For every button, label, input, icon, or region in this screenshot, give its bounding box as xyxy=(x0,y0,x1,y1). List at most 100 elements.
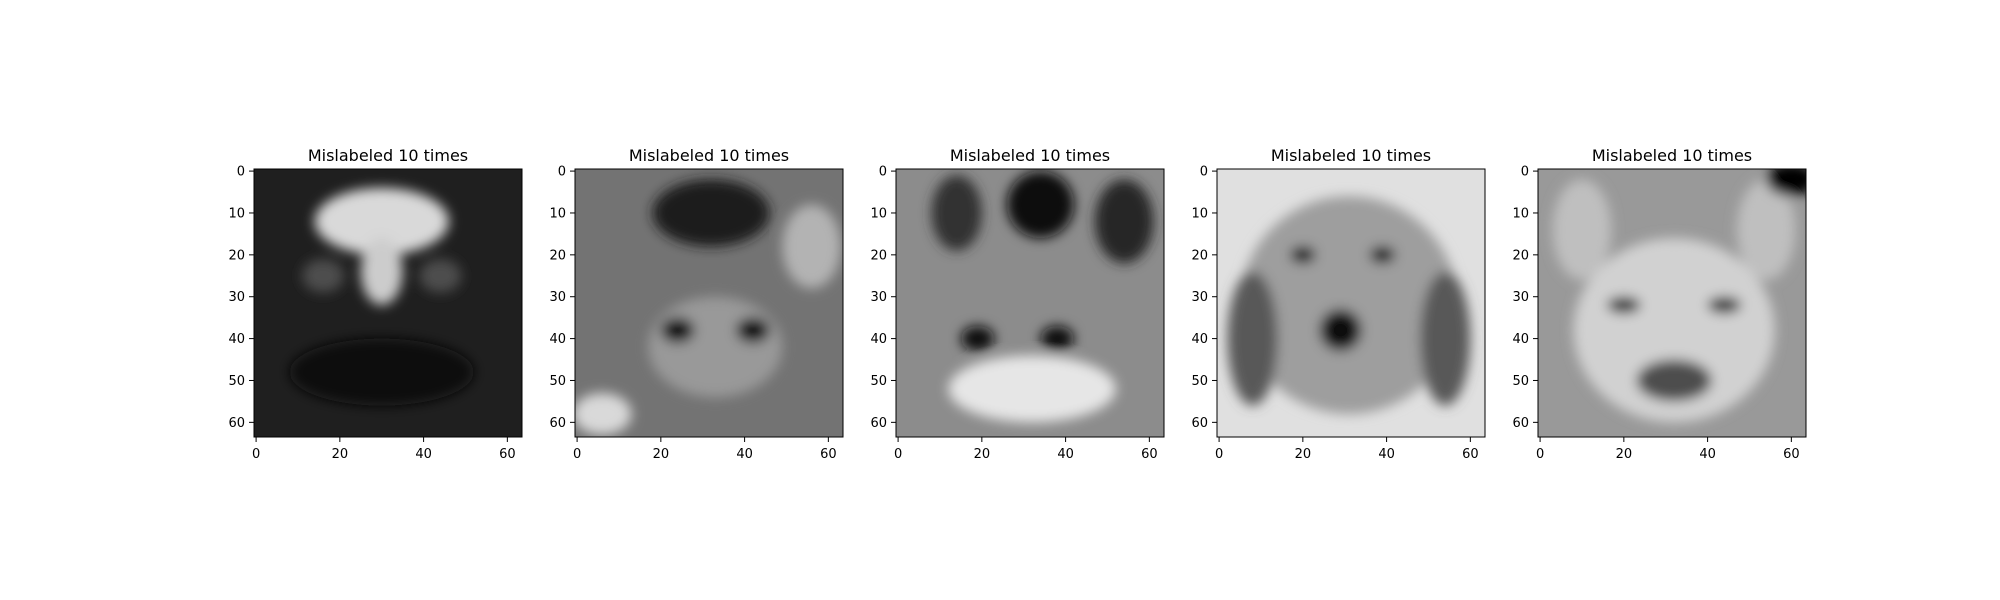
x-tick-label: 0 xyxy=(573,447,581,462)
y-tick-label: 10 xyxy=(549,206,566,221)
image-panel-2: Mislabeled 10 times 0 20 40 60 0 10 20 30 40 50 60 xyxy=(549,146,844,462)
panel-title: Mislabeled 10 times xyxy=(308,146,468,165)
image-region-6 xyxy=(1707,296,1742,314)
y-tick-label: 20 xyxy=(549,248,566,263)
x-tick-label: 20 xyxy=(1295,447,1312,462)
y-tick-label: 40 xyxy=(1512,332,1529,347)
image-region-5 xyxy=(1607,296,1641,314)
image-panel-5: Mislabeled 10 times 0 20 40 60 0 10 20 30 40 50 60 xyxy=(1512,146,1807,462)
image-region-4 xyxy=(302,259,345,293)
image-region-2 xyxy=(1227,271,1278,406)
x-tick-label: 60 xyxy=(499,447,516,462)
image-content xyxy=(575,179,841,435)
y-tick-label: 20 xyxy=(1191,248,1208,263)
axes-frame xyxy=(1216,168,1486,438)
image-content xyxy=(1552,169,1806,423)
image-region-7 xyxy=(1636,359,1712,402)
y-tick-label: 40 xyxy=(228,332,245,347)
image-region-2 xyxy=(1552,179,1612,280)
axes-frame xyxy=(895,168,1165,438)
y-tick-label: 20 xyxy=(1512,248,1529,263)
image-panel-1: Mislabeled 10 times 0 20 40 60 0 10 20 30 40 50 60 xyxy=(228,146,523,462)
axes-frame xyxy=(1537,168,1807,438)
x-tick-label: 0 xyxy=(894,447,902,462)
image-region-4 xyxy=(736,317,770,343)
image-region-1 xyxy=(652,179,770,247)
image-region-2 xyxy=(648,296,783,398)
image-region-5 xyxy=(1369,246,1395,264)
y-tick-label: 60 xyxy=(870,416,887,431)
panel-title: Mislabeled 10 times xyxy=(950,146,1110,165)
panel-title: Mislabeled 10 times xyxy=(1592,146,1752,165)
y-tick-label: 50 xyxy=(228,374,245,389)
y-tick-label: 20 xyxy=(870,248,887,263)
x-tick-label: 60 xyxy=(1141,447,1158,462)
image-region-6 xyxy=(782,204,841,289)
x-tick-label: 40 xyxy=(736,447,753,462)
y-tick-label: 60 xyxy=(228,416,245,431)
y-tick-label: 10 xyxy=(1191,206,1208,221)
image-region-2 xyxy=(360,238,403,306)
image-panel-4: Mislabeled 10 times 0 20 40 60 0 10 20 30 40 50 60 xyxy=(1191,146,1486,462)
y-tick-label: 10 xyxy=(870,206,887,221)
x-tick-label: 60 xyxy=(820,447,837,462)
image-region-3 xyxy=(1420,271,1471,406)
image-panel-3: Mislabeled 10 times 0 20 40 60 0 10 20 30 40 50 60 xyxy=(870,146,1165,462)
y-tick-label: 50 xyxy=(870,374,887,389)
y-tick-label: 40 xyxy=(549,332,566,347)
x-tick-label: 0 xyxy=(252,447,260,462)
y-tick-label: 60 xyxy=(549,416,566,431)
image-region-5 xyxy=(575,393,632,435)
x-tick-label: 20 xyxy=(332,447,349,462)
y-tick-label: 0 xyxy=(879,165,887,180)
image-region-5 xyxy=(419,259,462,293)
y-tick-label: 0 xyxy=(1521,165,1529,180)
image-content xyxy=(289,187,474,406)
y-tick-label: 10 xyxy=(1512,206,1529,221)
image-content xyxy=(931,171,1154,423)
image-region-3 xyxy=(660,317,695,343)
y-tick-label: 60 xyxy=(1191,416,1208,431)
image-region-1 xyxy=(1573,238,1775,423)
image-region-4 xyxy=(1290,246,1316,264)
image-region-3 xyxy=(1736,179,1796,280)
x-tick-label: 40 xyxy=(415,447,432,462)
y-tick-label: 20 xyxy=(228,248,245,263)
y-tick-label: 50 xyxy=(549,374,566,389)
y-tick-label: 30 xyxy=(228,290,245,305)
image-region-4 xyxy=(1766,169,1806,197)
image-region-6 xyxy=(1319,309,1362,352)
x-tick-label: 20 xyxy=(974,447,991,462)
y-tick-label: 30 xyxy=(549,290,566,305)
y-tick-label: 0 xyxy=(558,165,566,180)
x-tick-label: 60 xyxy=(1462,447,1479,462)
image-content xyxy=(1227,196,1471,414)
x-tick-label: 0 xyxy=(1536,447,1544,462)
x-tick-label: 60 xyxy=(1783,447,1800,462)
x-tick-label: 0 xyxy=(1215,447,1223,462)
x-tick-label: 20 xyxy=(1616,447,1633,462)
panel-title: Mislabeled 10 times xyxy=(1271,146,1431,165)
image-region-3 xyxy=(1094,179,1154,264)
y-tick-label: 30 xyxy=(1191,290,1208,305)
image-region-2 xyxy=(931,175,982,251)
y-tick-label: 30 xyxy=(870,290,887,305)
image-region-6 xyxy=(1040,326,1074,352)
image-region-3 xyxy=(289,338,474,406)
panel-title: Mislabeled 10 times xyxy=(629,146,789,165)
y-tick-label: 50 xyxy=(1191,374,1208,389)
y-tick-label: 40 xyxy=(870,332,887,347)
y-tick-label: 30 xyxy=(1512,290,1529,305)
y-tick-label: 60 xyxy=(1512,416,1529,431)
x-tick-label: 40 xyxy=(1699,447,1716,462)
y-tick-label: 0 xyxy=(1200,165,1208,180)
image-region-5 xyxy=(960,326,995,352)
axes-frame xyxy=(574,168,844,438)
y-tick-label: 50 xyxy=(1512,374,1529,389)
y-tick-label: 10 xyxy=(228,206,245,221)
axes-frame xyxy=(253,168,523,438)
y-tick-label: 40 xyxy=(1191,332,1208,347)
x-tick-label: 20 xyxy=(653,447,670,462)
image-region-1 xyxy=(1006,171,1074,239)
